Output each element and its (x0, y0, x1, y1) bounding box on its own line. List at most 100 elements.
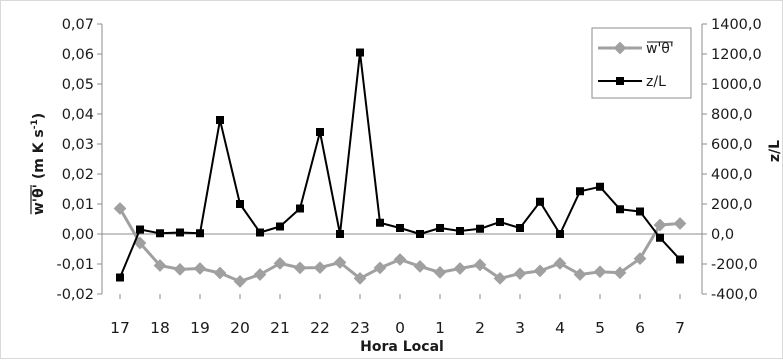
y-left-title-main: w'θ' (31, 184, 47, 215)
right-tick-labels: -400,0 -200,0 0,0 200,0 400,0 600,0 800,0 1000,… (702, 17, 762, 303)
point-zl (396, 224, 404, 232)
right-tick-label: -400,0 (711, 287, 758, 303)
point-wtheta (433, 266, 447, 279)
left-tick-label: -0,01 (56, 257, 94, 273)
point-zl (316, 128, 324, 136)
point-zl (556, 230, 564, 238)
point-wtheta (373, 261, 387, 275)
right-tick-label: 0,0 (711, 227, 734, 243)
point-zl (236, 200, 244, 208)
point-wtheta (353, 272, 367, 285)
point-wtheta (413, 260, 427, 273)
point-wtheta (273, 257, 287, 270)
point-wtheta (213, 266, 227, 280)
point-zl (116, 273, 124, 282)
x-tick-label: 1 (435, 319, 445, 337)
point-zl (536, 197, 544, 206)
x-tick-label: 19 (190, 319, 210, 337)
point-zl (336, 230, 344, 238)
x-tick-labels: 17 18 19 20 21 22 23 0 1 2 3 4 5 6 7 (110, 294, 685, 337)
x-tick-label: 2 (475, 319, 485, 337)
point-wtheta (553, 257, 567, 270)
point-zl (136, 225, 144, 234)
right-tick-label: 800,0 (711, 107, 753, 123)
y-axis-right-title: z/L (767, 140, 782, 162)
point-zl (516, 224, 524, 232)
point-wtheta (593, 265, 607, 279)
point-wtheta (193, 262, 207, 275)
point-wtheta (173, 263, 187, 276)
y-axis-left-title: w'θ' (m K s-1) (30, 113, 47, 215)
x-tick-label: 21 (270, 319, 290, 337)
point-zl (196, 229, 204, 238)
point-wtheta (153, 259, 167, 272)
x-tick-label: 5 (595, 319, 605, 337)
point-zl (636, 207, 644, 216)
point-zl (456, 227, 464, 235)
x-tick-label: 23 (350, 319, 370, 337)
point-zl (436, 224, 444, 232)
point-zl (156, 229, 164, 238)
point-wtheta (493, 272, 507, 285)
y-left-title-units: (m K s (31, 129, 47, 179)
left-tick-label: 0,01 (62, 197, 94, 213)
y-left-title-units-sup: -1 (30, 119, 40, 129)
point-wtheta (673, 217, 687, 230)
point-zl (596, 182, 604, 191)
point-wtheta (333, 256, 347, 269)
left-tick-label: 0,03 (62, 137, 94, 153)
point-zl (176, 228, 184, 237)
point-zl (216, 116, 224, 124)
x-tick-label: 17 (110, 319, 130, 337)
point-wtheta (133, 236, 147, 250)
point-wtheta (533, 264, 547, 278)
left-tick-label: 0,02 (62, 167, 94, 183)
point-zl (496, 218, 504, 226)
left-tick-label: 0,05 (62, 77, 94, 93)
right-tick-label: -200,0 (711, 257, 758, 273)
point-wtheta (233, 275, 247, 288)
x-tick-label: 0 (395, 319, 405, 337)
point-wtheta (513, 267, 527, 280)
point-zl (376, 218, 384, 227)
point-wtheta (573, 268, 587, 281)
x-tick-label: 4 (555, 319, 565, 337)
x-tick-label: 3 (515, 319, 525, 337)
point-wtheta (313, 261, 327, 274)
legend-box (591, 27, 692, 99)
left-tick-label: -0,02 (56, 287, 94, 303)
point-wtheta (453, 262, 467, 275)
point-zl (656, 233, 664, 242)
point-zl (676, 255, 684, 264)
left-tick-labels: -0,02 -0,01 0,00 0,01 0,02 0,03 0,04 0,05 0,06 0,… (56, 17, 102, 303)
right-tick-label: 1200,0 (711, 47, 762, 63)
point-zl (576, 187, 584, 196)
point-zl (476, 224, 484, 233)
left-tick-label: 0,06 (62, 47, 94, 63)
right-tick-label: 1000,0 (711, 77, 762, 93)
point-zl (256, 228, 264, 237)
x-tick-label: 6 (635, 319, 645, 337)
point-zl (276, 222, 284, 231)
legend: w'θ' z/L (591, 27, 692, 99)
right-tick-label: 1400,0 (711, 17, 762, 33)
x-tick-label: 7 (675, 319, 685, 337)
point-zl (296, 204, 304, 213)
legend-label-zl: z/L (646, 74, 666, 90)
point-wtheta (653, 218, 667, 232)
x-tick-label: 22 (310, 319, 330, 337)
left-tick-label: 0,00 (62, 227, 94, 243)
left-tick-label: 0,04 (62, 107, 94, 123)
right-tick-label: 400,0 (711, 167, 753, 183)
y-left-title-units-close: ) (31, 113, 47, 119)
left-tick-label: 0,07 (62, 17, 94, 33)
point-wtheta (113, 202, 127, 215)
point-wtheta (293, 261, 307, 275)
legend-marker-zl (616, 77, 624, 85)
point-zl (416, 230, 424, 238)
point-zl (616, 205, 624, 214)
point-wtheta (253, 268, 267, 281)
x-tick-label: 20 (230, 319, 250, 337)
right-tick-label: 600,0 (711, 137, 753, 153)
